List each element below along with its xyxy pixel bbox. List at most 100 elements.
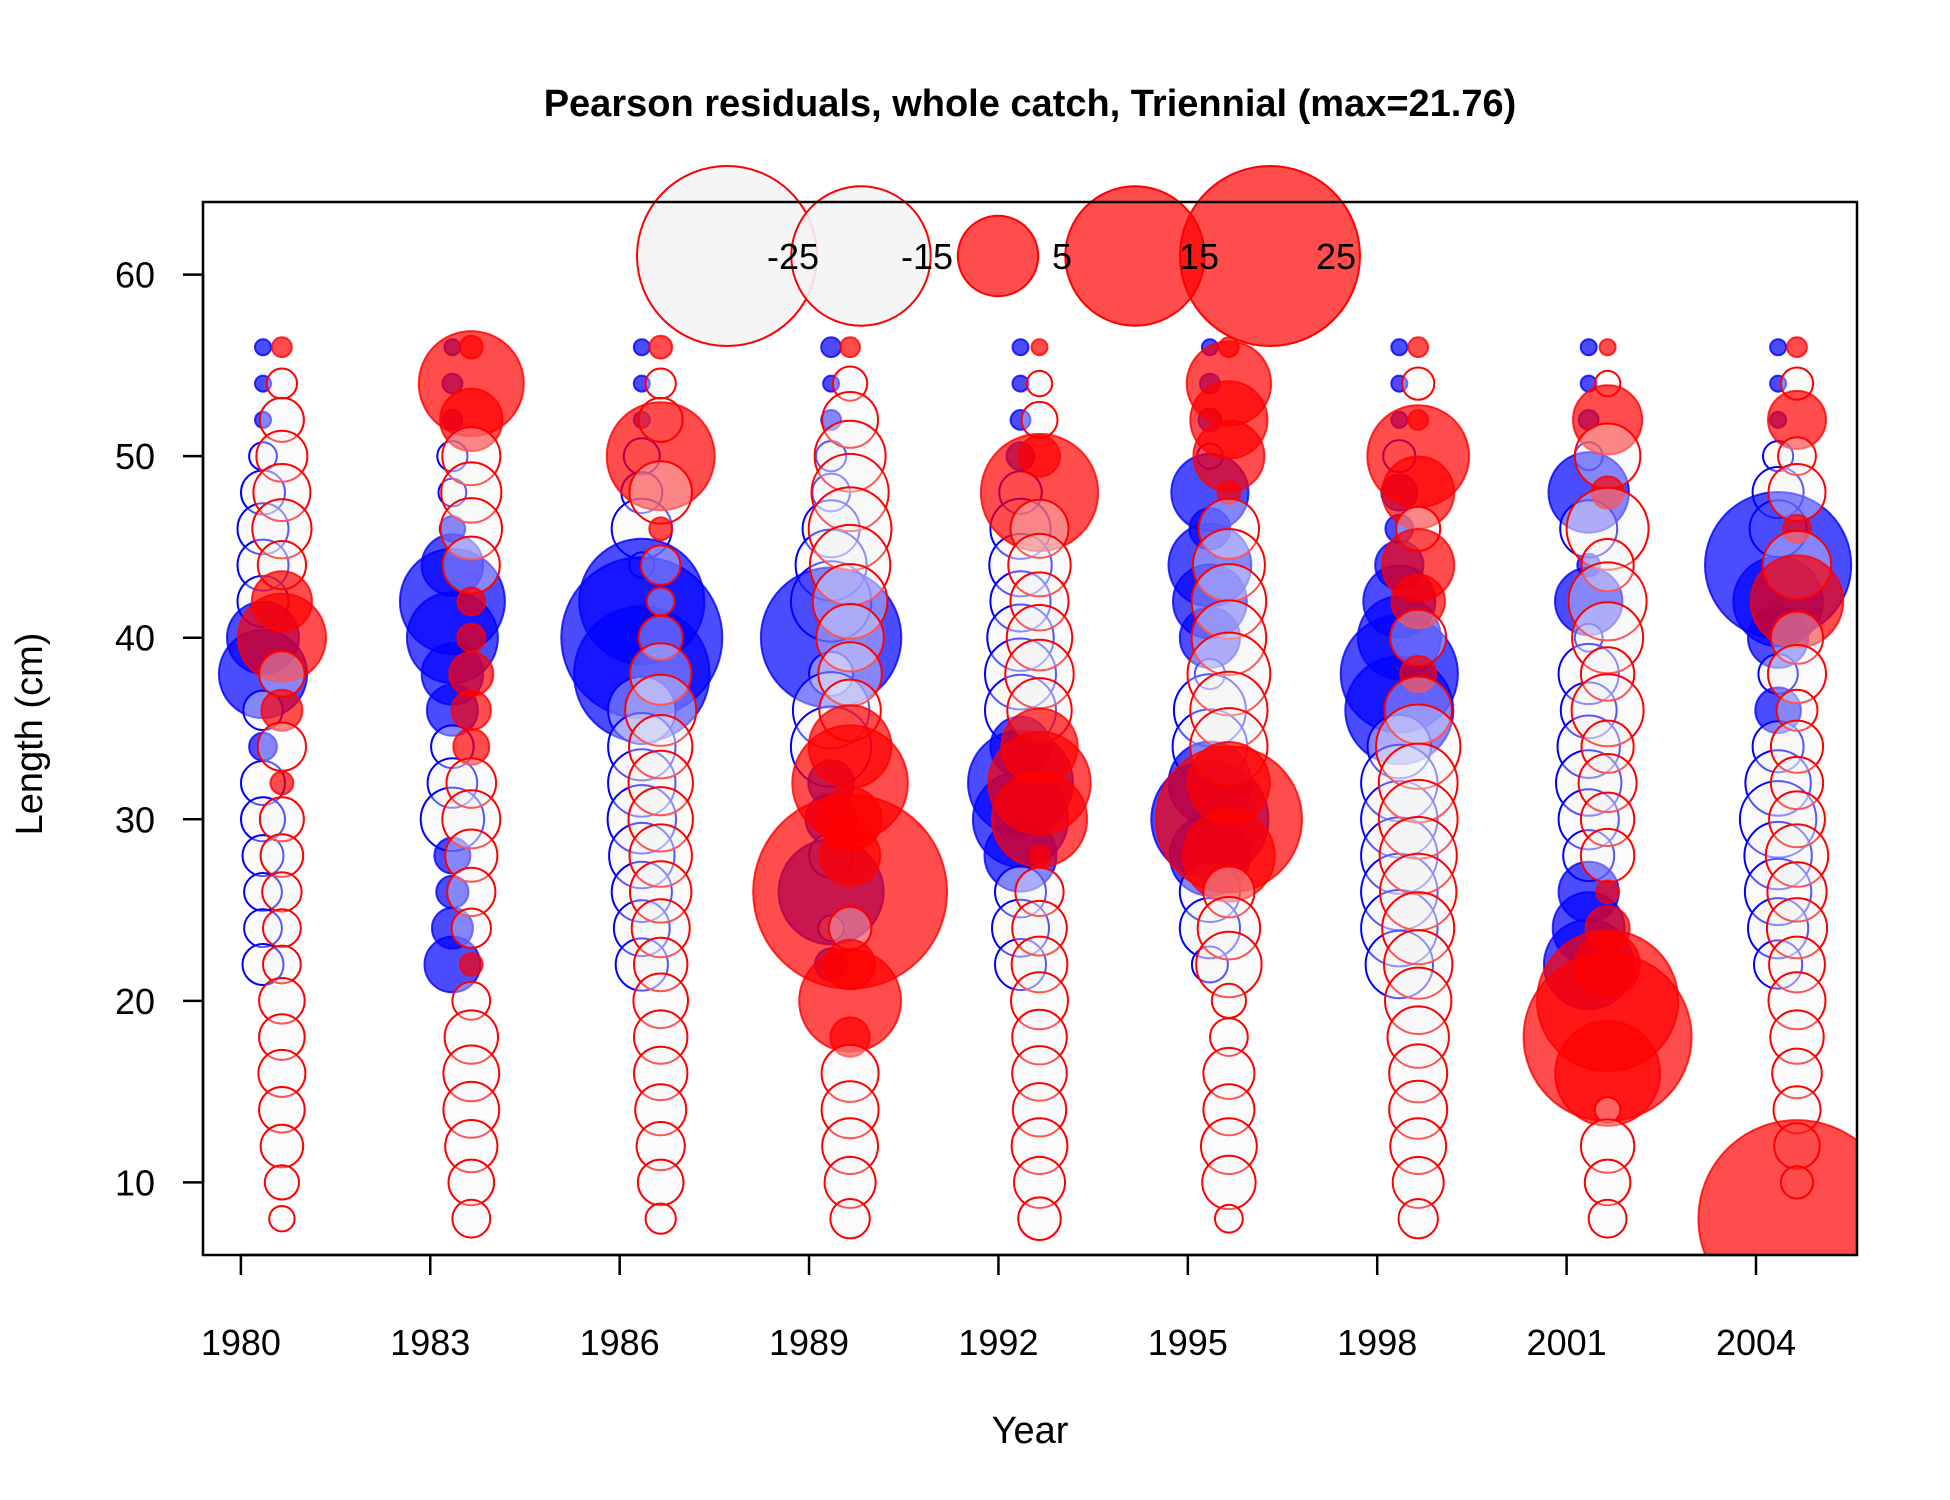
- bubble-female-1989-52: [820, 409, 842, 431]
- bubble-male-1980-20: [258, 977, 306, 1025]
- bubble-female-1986-28: [608, 821, 676, 890]
- bubble-male-2004-28: [1764, 823, 1830, 888]
- bubble-male-2001-16: [1554, 1019, 1662, 1127]
- bubble-male-1992-20: [1010, 971, 1069, 1031]
- bubble-male-1998-30: [1377, 778, 1459, 860]
- bubble-male-1995-26: [1202, 865, 1256, 919]
- bubble-male-1992-46: [1009, 498, 1070, 559]
- bubble-male-1989-42: [811, 563, 889, 640]
- bubble-female-1992-56: [1011, 338, 1030, 357]
- bubble-female-1992-42: [989, 570, 1052, 633]
- x-tick-label-1980: 1980: [201, 1322, 281, 1363]
- bubble-male-1980-56: [271, 336, 293, 359]
- bubble-female-1983-32: [426, 757, 479, 809]
- bubble-male-1989-16: [820, 1043, 880, 1103]
- bubble-male-1998-22: [1383, 929, 1454, 1000]
- bubble-female-1995-22: [1190, 945, 1229, 984]
- bubble-male-1980-22: [262, 944, 302, 985]
- bubble-male-1986-12: [635, 1121, 686, 1172]
- bubble-male-1983-38: [448, 651, 495, 697]
- bubble-female-2004-26: [1743, 857, 1813, 927]
- bubble-male-2004-18: [1769, 1009, 1825, 1065]
- x-tick-label-2001: 2001: [1527, 1322, 1607, 1363]
- bubble-male-1986-10: [636, 1158, 685, 1207]
- bubble-male-1983-50: [441, 426, 502, 487]
- bubble-male-2004-22: [1768, 935, 1826, 994]
- bubble-male-1986-16: [633, 1045, 689, 1102]
- bubble-male-1989-40: [815, 603, 885, 673]
- bubble-male-2001-34: [1580, 719, 1635, 774]
- bubble-male-1992-56: [1030, 338, 1049, 357]
- bubble-male-1989-54: [832, 365, 869, 402]
- legend-label-3: 15: [1179, 236, 1219, 277]
- bubble-female-2004-28: [1743, 820, 1813, 891]
- bubble-male-1992-22: [1010, 935, 1069, 994]
- bubble-male-1986-54: [644, 367, 677, 400]
- legend-label-2: 5: [1052, 236, 1072, 277]
- bubble-male-1980-28: [259, 833, 305, 878]
- bubble-male-2001-12: [1579, 1118, 1636, 1174]
- bubble-male-1986-46: [648, 516, 674, 542]
- bubble-male-1989-8: [829, 1198, 871, 1240]
- bubble-female-2001-38: [1557, 642, 1620, 706]
- bubble-female-1986-56: [632, 338, 651, 357]
- bubble-male-1998-34: [1375, 703, 1462, 790]
- bubble-female-1992-54: [1011, 374, 1030, 393]
- bubble-male-1989-14: [820, 1080, 880, 1140]
- bubble-male-1992-54: [1025, 369, 1054, 398]
- bubble-male-1980-12: [259, 1123, 305, 1169]
- bubble-male-1998-38: [1399, 655, 1438, 693]
- bubble-male-1983-18: [443, 1009, 499, 1065]
- bubble-female-2004-24: [1747, 897, 1810, 960]
- bubble-male-2001-52: [1572, 384, 1644, 456]
- bubble-male-1986-34: [628, 714, 694, 780]
- bubble-male-2004-8: [1697, 1119, 1857, 1255]
- bubble-male-1992-10: [1013, 1155, 1066, 1209]
- bubble-male-1998-18: [1386, 1005, 1450, 1069]
- x-tick-label-1983: 1983: [390, 1322, 470, 1363]
- bubble-male-1995-24: [1196, 896, 1262, 961]
- bubble-male-1983-32: [445, 757, 498, 809]
- legend-bubble-2: [956, 214, 1040, 298]
- bubble-male-1980-36: [260, 688, 304, 732]
- bubble-female-1986-22: [614, 937, 669, 992]
- bubble-female-1980-56: [254, 338, 272, 357]
- bubble-male-1983-46: [439, 497, 503, 561]
- bubble-male-2004-26: [1766, 861, 1828, 923]
- legend-label-0: -25: [767, 236, 819, 277]
- bubble-male-2004-46: [1782, 513, 1812, 544]
- bubble-male-1986-50: [605, 401, 716, 512]
- bubble-male-2001-28: [1579, 827, 1636, 884]
- bubble-female-2004-22: [1753, 939, 1804, 990]
- bubble-male-1995-14: [1202, 1083, 1256, 1137]
- bubble-female-1986-26: [610, 860, 673, 924]
- bubble-male-1983-52: [439, 387, 504, 453]
- x-tick-label-2004: 2004: [1716, 1322, 1796, 1363]
- bubble-male-1983-8: [451, 1198, 492, 1239]
- bubble-male-2004-56: [1786, 336, 1808, 359]
- bubble-male-1998-24: [1381, 891, 1456, 966]
- bubble-male-2004-16: [1771, 1047, 1823, 1100]
- bubble-male-1980-18: [258, 1013, 306, 1061]
- bubble-male-1983-28: [444, 828, 499, 883]
- y-tick-label-20: 20: [115, 981, 155, 1022]
- bubble-male-1983-16: [442, 1044, 501, 1103]
- bubble-male-1998-14: [1388, 1079, 1449, 1140]
- bubble-male-1983-34: [452, 727, 491, 766]
- bubble-male-1986-14: [634, 1083, 688, 1137]
- bubble-male-1980-30: [258, 796, 305, 843]
- bubble-male-1980-40: [236, 592, 327, 683]
- bubble-male-2001-48: [1590, 475, 1625, 510]
- bubble-female-1998-30: [1360, 780, 1439, 859]
- bubble-male-1980-46: [251, 498, 313, 560]
- bubble-male-1995-18: [1209, 1017, 1249, 1057]
- bubble-female-1992-22: [994, 938, 1047, 991]
- bubble-female-1980-30: [240, 796, 286, 843]
- bubble-male-2004-24: [1765, 897, 1829, 960]
- legend: -25 -15 5 15 25: [636, 165, 1361, 347]
- bubble-male-1989-48: [810, 452, 890, 533]
- bubble-male-1980-24: [262, 908, 302, 949]
- bubble-male-1992-44: [1007, 532, 1072, 598]
- bubble-male-1992-14: [1011, 1082, 1068, 1138]
- bubble-male-1995-40: [1190, 599, 1268, 677]
